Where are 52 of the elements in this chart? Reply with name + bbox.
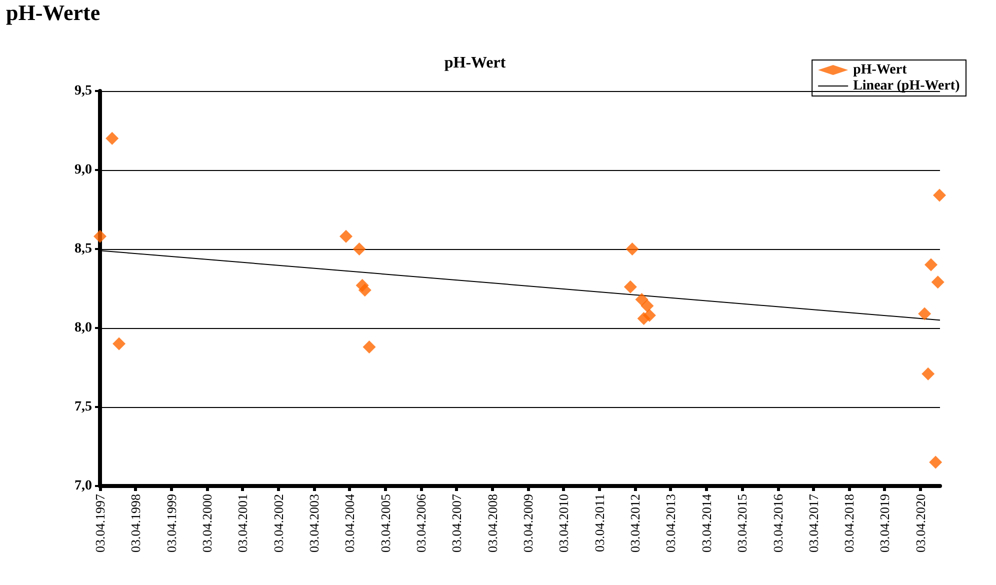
text: pH-Werte [6,0,100,26]
point [362,340,376,354]
point [635,293,648,306]
point [626,242,639,256]
x-tick-label: 03.04.2014 [698,494,714,552]
point [352,242,366,256]
y-tick-label: 7,0 [74,478,92,494]
chart-title: pH-Wert [444,54,506,72]
x-tick-label: 03.04.2004 [342,494,358,552]
y-tick-label: 8,0 [74,320,92,336]
x-tick-label: 03.04.2008 [484,494,500,552]
x-tick-label: 03.04.2001 [235,494,250,552]
legend-label: pH-Wert [853,62,908,78]
y-tick-label: 9,5 [74,84,92,98]
x-tick-label: 03.04.2007 [449,494,464,552]
x-tick-label: 03.04.1997 [92,494,108,552]
point [931,276,944,289]
x-tick-label: 03.04.2020 [912,494,928,552]
x-tick-label: 03.04.2003 [306,494,322,552]
legend-label: Linear (pH-Wert) [853,78,960,94]
x-tick-label: 03.04.2016 [770,494,786,552]
point [642,308,656,322]
point [358,284,372,297]
x-tick-label: 03.04.2006 [414,494,429,552]
point [340,230,353,243]
y-tick-label: 9,0 [74,162,92,178]
x-tick-label: 03.04.2000 [200,494,215,552]
x-tick-label: 03.04.2012 [628,494,643,552]
x-tick-label: 03.04.2010 [556,494,572,552]
x-tick-label: 03.04.2009 [520,494,536,552]
x-tick-label: 03.04.2005 [378,494,393,552]
point [112,337,126,350]
x-tick-label: 03.04.2013 [663,494,678,552]
x-tick-label: 03.04.2015 [734,494,750,552]
point [106,132,119,145]
x-tick-label: 03.04.2019 [877,494,892,552]
point [624,280,637,294]
x-tick-label: 03.04.2011 [592,494,607,552]
x-tick-label: 03.04.2017 [806,494,821,552]
point [640,299,654,312]
y-tick-label: 8,5 [74,242,92,256]
x-tick-label: 03.04.2018 [842,494,857,552]
x-tick-label: 03.04.2002 [270,494,286,552]
x-tick-label: 03.04.1998 [128,494,144,552]
point [918,307,932,320]
point [924,258,938,272]
point [922,367,935,380]
x-tick-label: 03.04.1999 [164,494,179,552]
y-tick-label: 7,5 [74,400,92,414]
point [933,188,946,202]
point [929,456,942,469]
point [94,230,106,243]
